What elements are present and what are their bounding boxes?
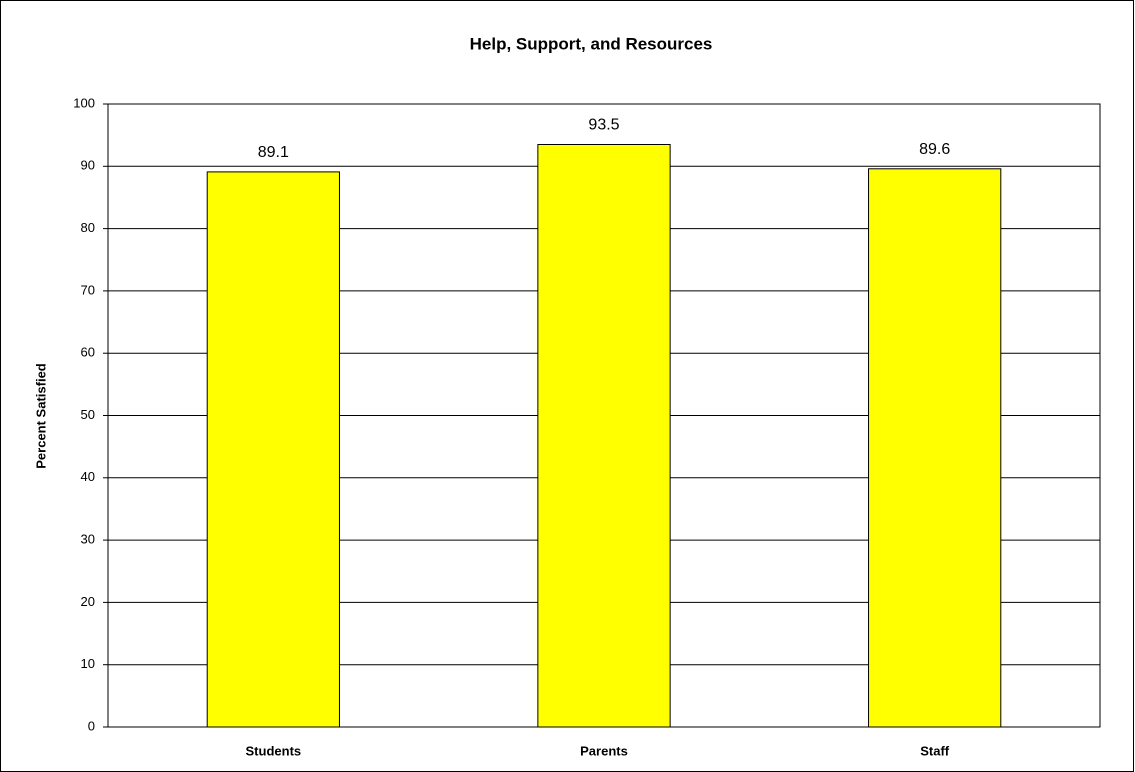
y-tick-label: 10 (81, 656, 95, 671)
y-tick-label: 20 (81, 594, 95, 609)
chart-title: Help, Support, and Resources (470, 34, 713, 53)
x-tick-label: Parents (580, 743, 628, 758)
y-tick-label: 100 (73, 95, 95, 110)
y-tick-label: 0 (88, 718, 95, 733)
y-axis-label: Percent Satisfied (33, 363, 48, 469)
y-tick-label: 60 (81, 345, 95, 360)
bar (206, 171, 340, 728)
y-tick-label: 80 (81, 220, 95, 235)
y-tick-label: 30 (81, 532, 95, 547)
data-label: 89.1 (258, 144, 289, 161)
y-tick-label: 70 (81, 282, 95, 297)
data-label: 89.6 (919, 141, 950, 158)
x-tick-label: Staff (920, 743, 950, 758)
bar (537, 143, 671, 728)
bar (868, 168, 1002, 728)
y-tick-label: 50 (81, 407, 95, 422)
y-tick-label: 40 (81, 469, 95, 484)
data-label: 93.5 (588, 117, 619, 134)
y-tick-label: 90 (81, 158, 95, 173)
x-tick-label: Students (246, 743, 302, 758)
